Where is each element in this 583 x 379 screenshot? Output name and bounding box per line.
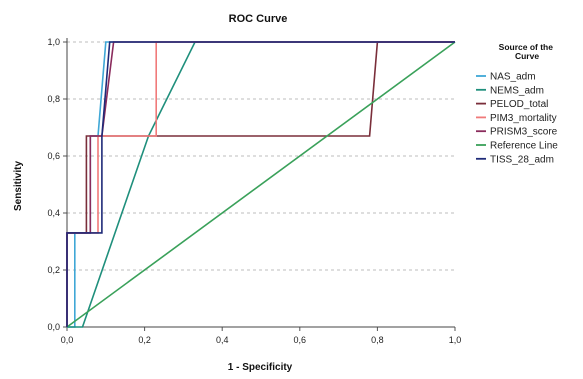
series-line-reference-line <box>66 41 456 328</box>
legend-items: NAS_adm NEMS_adm PELOD_total PIM3_mortality… <box>476 72 558 165</box>
legend: Source of the Curve NAS_adm NEMS_adm PELOD… <box>476 42 558 165</box>
legend-title: Source of the Curve <box>499 42 556 61</box>
legend-title-line-1: Source of the <box>499 42 554 52</box>
legend-label: TISS_28_adm <box>490 154 554 165</box>
gridlines <box>67 41 455 271</box>
legend-label: PELOD_total <box>490 99 548 110</box>
legend-label: NEMS_adm <box>490 85 544 96</box>
x-tick-label: 0,2 <box>138 335 151 345</box>
x-tick-label: 0,8 <box>371 335 384 345</box>
legend-title-line-2: Curve <box>515 51 539 61</box>
y-axis-title: Sensitivity <box>13 161 24 211</box>
legend-label: NAS_adm <box>490 72 536 83</box>
legend-label: PRISM3_score <box>490 127 558 138</box>
y-tick-label: 0,8 <box>47 94 60 104</box>
x-tick-label: 0,4 <box>216 335 229 345</box>
x-axis-title: 1 - Specificity <box>228 362 293 373</box>
y-tick-label: 0,2 <box>47 265 60 275</box>
x-tick-label: 0,6 <box>294 335 307 345</box>
legend-label: Reference Line <box>490 141 558 152</box>
y-tick-label: 0,4 <box>47 208 60 218</box>
chart-title: ROC Curve <box>229 13 288 25</box>
y-tick-label: 1,0 <box>47 37 60 47</box>
series-line-tiss-28-adm <box>66 41 455 327</box>
y-tick-label: 0,6 <box>47 151 60 161</box>
tick-labels: 0,0 0,2 0,4 0,6 0,8 1,0 0,0 0,2 0,4 0,6 0,8 1,0 <box>47 37 461 345</box>
x-tick-label: 1,0 <box>449 335 462 345</box>
legend-label: PIM3_mortality <box>490 113 557 124</box>
y-tick-label: 0,0 <box>47 322 60 332</box>
x-tick-label: 0,0 <box>61 335 74 345</box>
series-lines <box>66 41 456 328</box>
